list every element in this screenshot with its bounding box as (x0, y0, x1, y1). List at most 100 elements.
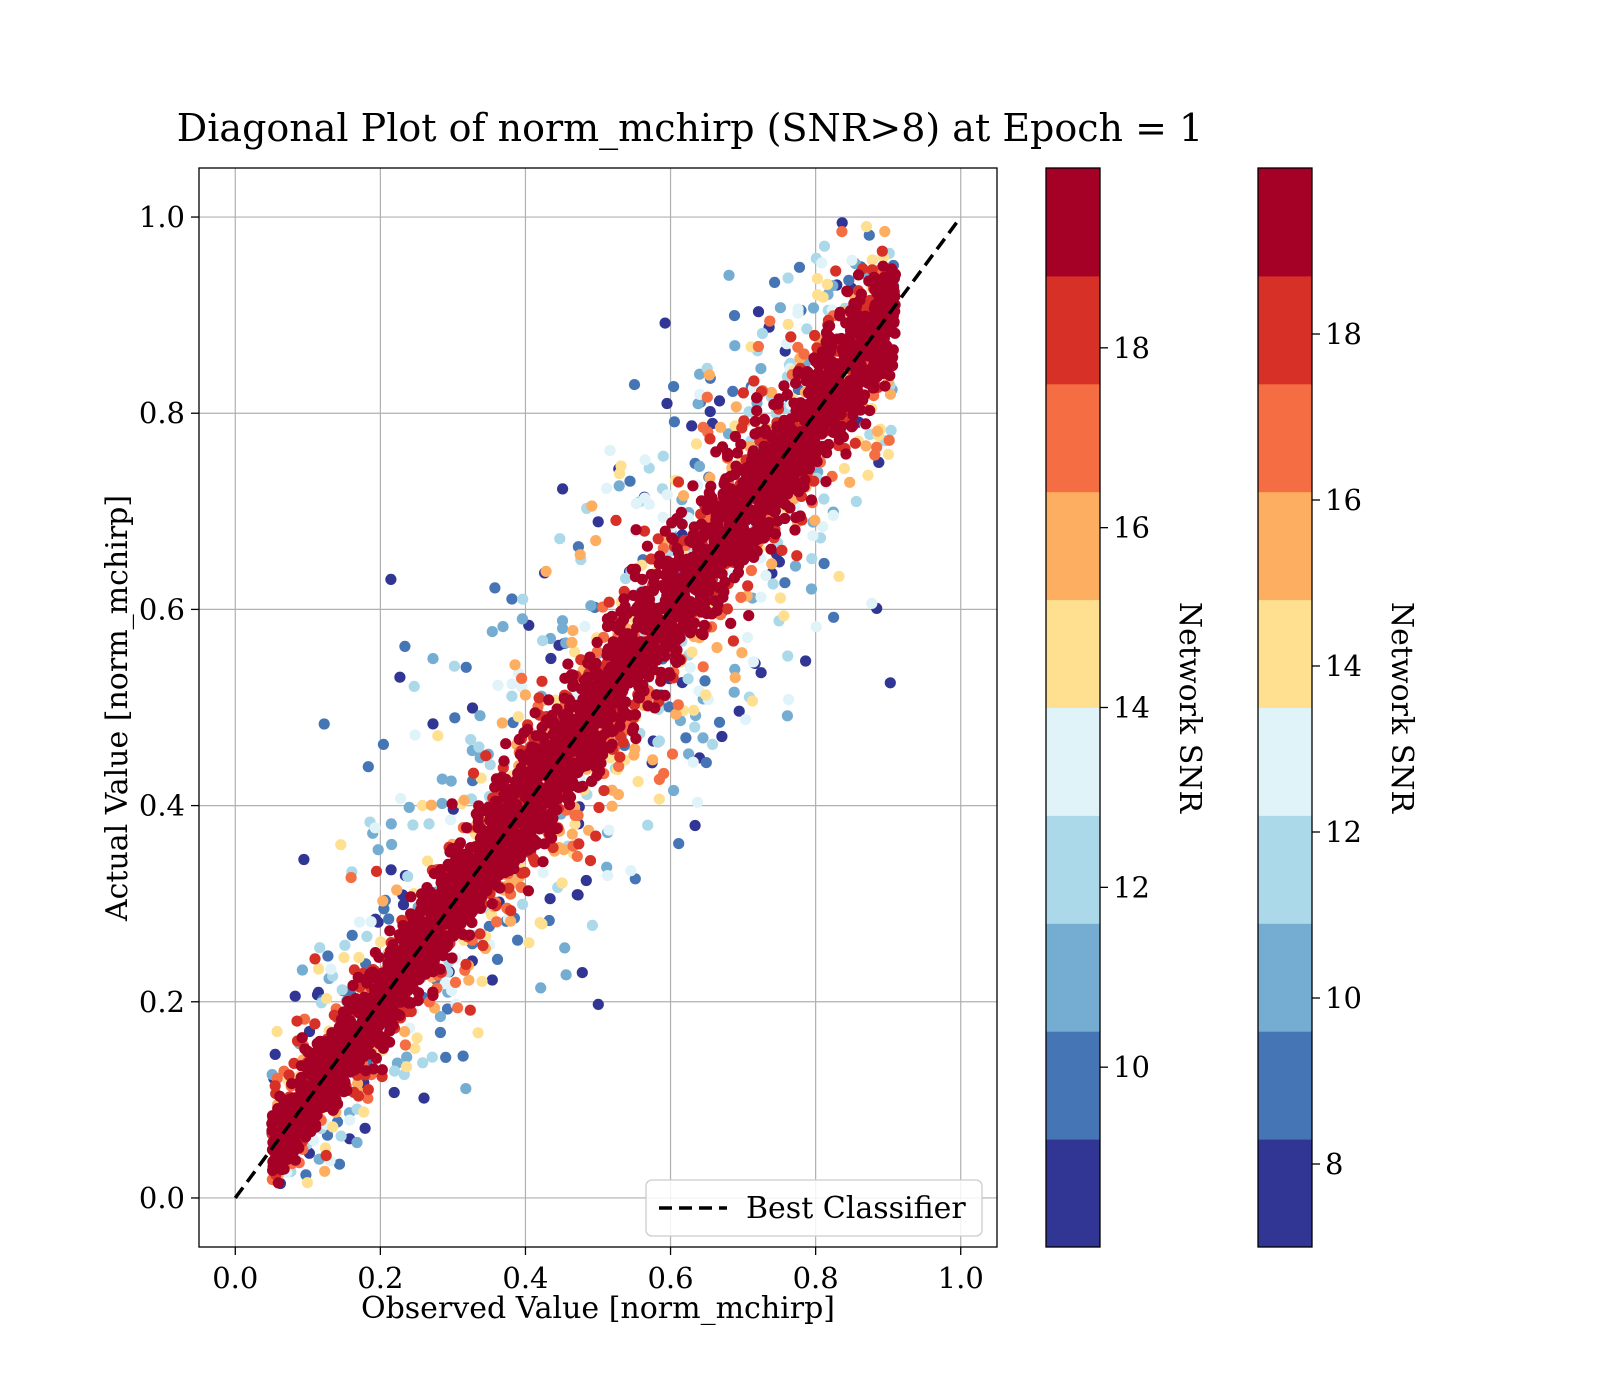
scatter-point (370, 1052, 382, 1064)
scatter-point (524, 746, 536, 758)
scatter-point (427, 718, 439, 730)
scatter-point (516, 613, 529, 625)
scatter-point (838, 382, 851, 394)
scatter-point (760, 527, 773, 539)
scatter-point (643, 593, 656, 605)
scatter-point (375, 936, 387, 948)
scatter-point (488, 821, 500, 833)
scatter-point (785, 331, 797, 343)
scatter-point (666, 748, 679, 760)
scatter-point (852, 269, 865, 281)
scatter-point (558, 717, 571, 730)
scatter-point (278, 1163, 290, 1175)
scatter-point (568, 699, 580, 711)
scatter-point (790, 511, 802, 524)
scatter-point (860, 418, 872, 430)
scatter-point (673, 838, 685, 850)
scatter-point (774, 302, 787, 314)
scatter-point (741, 483, 754, 495)
scatter-point (465, 907, 477, 919)
scatter-point (375, 1007, 387, 1019)
scatter-point (697, 531, 709, 543)
scatter-point (716, 730, 728, 743)
scatter-point (597, 749, 609, 761)
scatter-point (630, 524, 642, 536)
scatter-point (446, 843, 458, 855)
scatter-point (632, 621, 644, 633)
scatter-point (883, 434, 895, 446)
scatter-point (309, 1118, 322, 1130)
scatter-point (376, 1064, 388, 1076)
scatter-point (659, 650, 671, 662)
scatter-point (817, 521, 829, 533)
scatter-point (789, 560, 802, 572)
legend-box (645, 1179, 983, 1237)
colorbar-segment (1046, 815, 1100, 924)
scatter-point (738, 554, 750, 566)
scatter-point (725, 617, 737, 630)
scatter-point (672, 476, 685, 488)
scatter-point (511, 934, 524, 946)
scatter-point (819, 379, 831, 391)
scatter-point (298, 853, 310, 866)
scatter-point (460, 661, 472, 673)
colorbar-segment (1258, 815, 1312, 924)
scatter-point (651, 568, 663, 580)
scatter-point (362, 1084, 374, 1096)
scatter-point (496, 717, 508, 729)
scatter-point (405, 997, 417, 1009)
scatter-point (426, 1051, 438, 1063)
scatter-point (339, 939, 351, 951)
scatter-point (441, 1003, 454, 1015)
scatter-point (777, 497, 789, 509)
scatter-point (758, 504, 770, 516)
scatter-point (494, 812, 506, 824)
best-classifier-line (233, 216, 963, 1199)
scatter-point (529, 707, 541, 719)
scatter-point (344, 1114, 356, 1126)
scatter-point (572, 781, 584, 793)
scatter-point (751, 392, 763, 404)
scatter-point (765, 386, 778, 399)
scatter-point (782, 650, 794, 662)
colorbar-tick-label: 10 (1113, 1050, 1150, 1084)
scatter-point (688, 704, 700, 716)
scatter-point (384, 1036, 396, 1048)
scatter-point (736, 647, 748, 659)
scatter-point (655, 675, 667, 687)
scatter-point (427, 653, 439, 665)
scatter-point (346, 929, 358, 941)
colorbar-segment (1046, 383, 1100, 493)
scatter-point (383, 913, 395, 925)
scatter-point (385, 818, 397, 830)
scatter-point (533, 692, 545, 704)
scatter-point (477, 939, 489, 952)
scatter-point (312, 963, 325, 975)
scatter-point (877, 260, 889, 272)
scatter-point (701, 606, 713, 618)
scatter-point (771, 515, 784, 527)
colorbar-segment (1046, 275, 1100, 385)
scatter-point (884, 388, 897, 400)
scatter-point (680, 570, 692, 583)
scatter-point (681, 600, 694, 612)
scatter-point (884, 677, 896, 689)
scatter-point (571, 889, 583, 901)
scatter-point (841, 285, 853, 297)
scatter-point (566, 828, 578, 840)
scatter-point (338, 1086, 350, 1098)
scatter-point (584, 651, 596, 663)
scatter-point (571, 850, 583, 863)
scatter-point (373, 1038, 385, 1050)
scatter-point (460, 958, 472, 971)
scatter-point (601, 675, 613, 688)
scatter-point (330, 1030, 342, 1042)
scatter-point (740, 714, 752, 726)
scatter-point (798, 348, 810, 360)
scatter-point (457, 1050, 469, 1062)
scatter-point (369, 947, 381, 959)
scatter-point (748, 506, 760, 518)
scatter-point (629, 563, 642, 575)
colorbar-segment (1258, 168, 1312, 277)
scatter-point (407, 819, 419, 831)
